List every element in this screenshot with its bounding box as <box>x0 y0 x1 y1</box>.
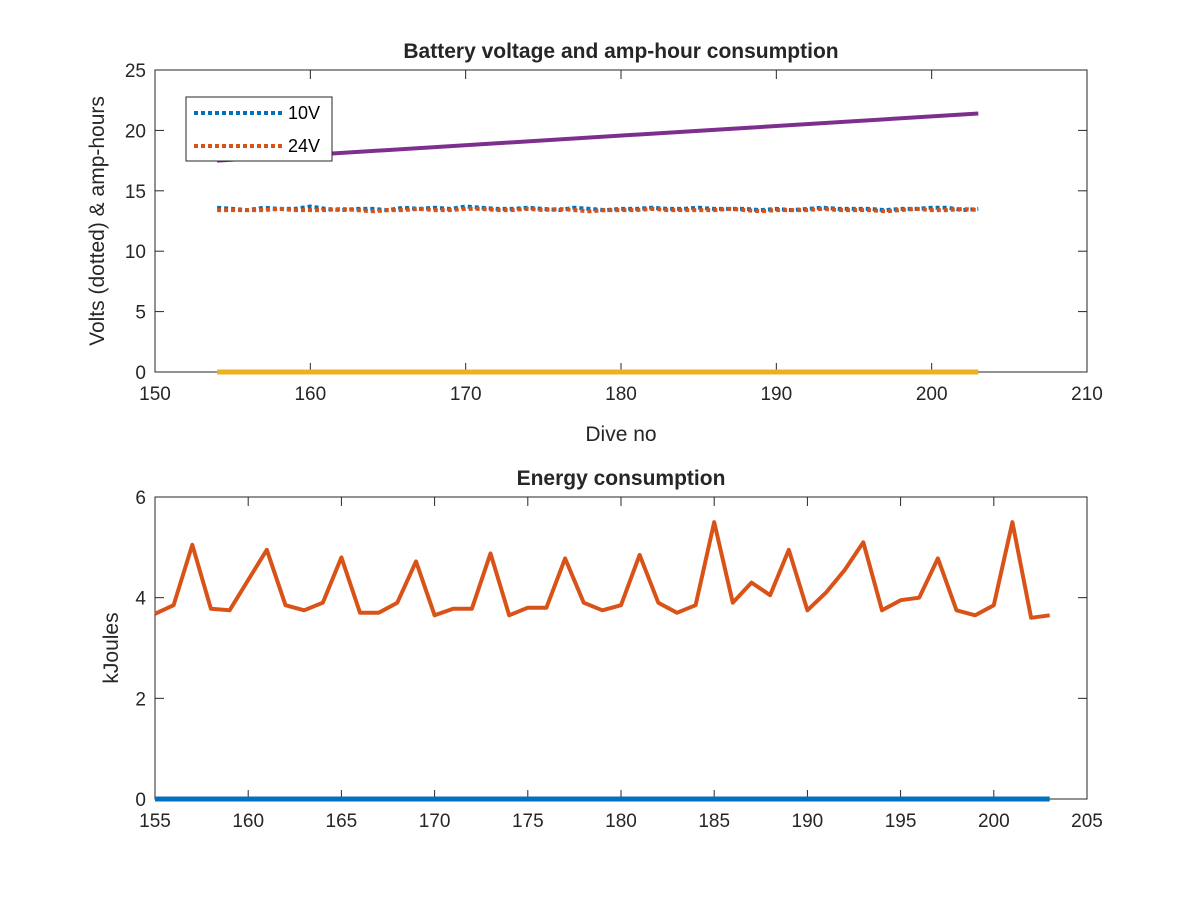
top-chart-x-axis-label: Dive no <box>585 423 656 446</box>
top-chart-ticks: 150 160 170 180 190 200 210 0 5 10 15 20 25 <box>125 61 1103 405</box>
top-chart-y-tick-label: 10 <box>125 242 146 263</box>
bottom-chart-ticks: 155 160 165 170 175 180 185 190 195 200 205 0 2 4 6 <box>135 488 1102 832</box>
legend-label-24v: 24V <box>288 136 320 156</box>
top-chart-x-tick-label: 170 <box>450 384 482 405</box>
bottom-chart-series <box>154 520 1050 802</box>
bottom-chart-x-tick-label: 175 <box>512 811 544 832</box>
top-chart-y-tick-label: 20 <box>125 121 146 142</box>
bottom-chart-y-tick-label: 2 <box>135 689 146 710</box>
bottom-chart-x-tick-label: 180 <box>605 811 637 832</box>
top-chart-x-tick-label: 150 <box>139 384 171 405</box>
top-chart-x-tick-label: 180 <box>605 384 637 405</box>
top-chart-y-tick-label: 25 <box>125 61 146 82</box>
bottom-chart-x-tick-label: 190 <box>792 811 824 832</box>
top-chart-x-tick-label: 210 <box>1071 384 1103 405</box>
top-chart-x-tick-label: 160 <box>294 384 326 405</box>
top-chart-x-tick-label: 200 <box>916 384 948 405</box>
top-chart-legend: 10V 24V <box>185 96 333 162</box>
bottom-chart-series-line-1 <box>154 520 1050 620</box>
legend-box <box>185 96 333 162</box>
top-chart-series <box>216 111 979 375</box>
bottom-chart-x-tick-label: 165 <box>326 811 358 832</box>
bottom-chart-x-tick-label: 160 <box>232 811 264 832</box>
bottom-chart-x-tick-label: 155 <box>139 811 171 832</box>
top-chart-y-axis-label: Volts (dotted) & amp-hours <box>86 96 109 346</box>
top-chart-series-line-1 <box>217 206 979 214</box>
bottom-chart-x-tick-label: 195 <box>885 811 917 832</box>
bottom-chart-y-tick-label: 0 <box>135 790 146 811</box>
top-chart-y-tick-label: 0 <box>135 363 146 384</box>
top-chart-y-tick-label: 5 <box>135 303 146 324</box>
bottom-chart: Energy consumption kJoules 155 160 165 170 1… <box>100 467 1103 832</box>
top-chart: Battery voltage and amp-hour consumption… <box>86 40 1103 446</box>
top-chart-y-tick-label: 15 <box>125 182 146 203</box>
bottom-chart-y-tick-label: 4 <box>135 589 146 610</box>
bottom-chart-y-tick-label: 6 <box>135 488 146 509</box>
bottom-chart-x-tick-label: 200 <box>978 811 1010 832</box>
top-chart-x-tick-label: 190 <box>760 384 792 405</box>
top-chart-title: Battery voltage and amp-hour consumption <box>403 40 838 63</box>
bottom-chart-plot-area <box>154 496 1088 800</box>
bottom-chart-x-tick-label: 205 <box>1071 811 1103 832</box>
bottom-chart-y-axis-label: kJoules <box>100 612 123 683</box>
legend-label-10v: 10V <box>288 103 320 123</box>
bottom-chart-title: Energy consumption <box>517 467 726 490</box>
bottom-chart-x-tick-label: 170 <box>419 811 451 832</box>
bottom-chart-x-tick-label: 185 <box>698 811 730 832</box>
top-chart-series-line-3 <box>216 111 979 163</box>
